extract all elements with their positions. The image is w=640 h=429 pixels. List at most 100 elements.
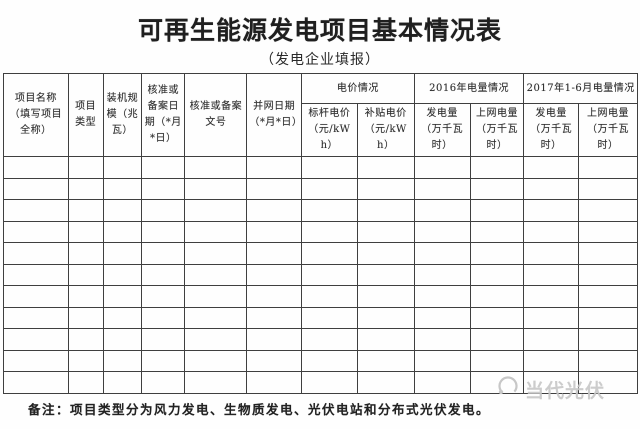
col-header-project-type: 项目类型	[67, 73, 104, 157]
empty-cell	[102, 371, 143, 394]
empty-cell	[469, 285, 525, 308]
table-header: 项目名称（填写项目全称） 项目类型 装机规模（兆瓦） 核准或备案日期（*月*日）…	[3, 73, 639, 157]
empty-cell	[577, 199, 639, 222]
col-header-approval-date: 核准或备案日期（*月*日）	[141, 73, 186, 157]
empty-cell	[184, 220, 248, 243]
empty-cell	[413, 220, 471, 243]
empty-cell	[300, 177, 358, 200]
empty-cell	[577, 263, 639, 286]
empty-cell	[469, 263, 525, 286]
crescent-logo-icon	[496, 375, 520, 403]
empty-cell	[67, 177, 104, 200]
empty-cell	[141, 199, 186, 222]
empty-cell	[300, 349, 358, 372]
table-row	[3, 156, 639, 179]
empty-cell	[184, 199, 248, 222]
empty-cell	[102, 285, 143, 308]
empty-cell	[413, 177, 471, 200]
col-header-2017-grid-feed: 上网电量（万千瓦时）	[577, 103, 639, 157]
footnote-prefix: 备注：	[28, 402, 71, 417]
empty-cell	[3, 177, 69, 200]
empty-cell	[300, 285, 358, 308]
empty-cell	[413, 156, 471, 179]
empty-cell	[246, 306, 302, 329]
empty-cell	[184, 285, 248, 308]
empty-cell	[356, 177, 415, 200]
empty-cell	[3, 306, 69, 329]
empty-cell	[67, 220, 104, 243]
empty-cell	[184, 156, 248, 179]
empty-cell	[300, 328, 358, 351]
empty-cell	[246, 349, 302, 372]
empty-cell	[141, 242, 186, 265]
empty-cell	[356, 156, 415, 179]
empty-cell	[523, 349, 579, 372]
table-row	[3, 220, 639, 243]
col-header-2016-grid-feed: 上网电量（万千瓦时）	[469, 103, 525, 157]
empty-cell	[577, 220, 639, 243]
empty-cell	[577, 306, 639, 329]
empty-cell	[184, 242, 248, 265]
empty-cell	[184, 371, 248, 394]
empty-cell	[523, 156, 579, 179]
col-header-2017-generation: 发电量（万千瓦时）	[523, 103, 579, 157]
empty-cell	[3, 285, 69, 308]
footnote-text: 项目类型分为风力发电、生物质发电、光伏电站和分布式光伏发电。	[70, 402, 491, 417]
empty-cell	[413, 242, 471, 265]
empty-cell	[141, 177, 186, 200]
empty-cell	[356, 349, 415, 372]
empty-cell	[577, 328, 639, 351]
empty-cell	[184, 263, 248, 286]
empty-cell	[577, 177, 639, 200]
empty-cell	[67, 263, 104, 286]
empty-cell	[523, 242, 579, 265]
empty-cell	[141, 306, 186, 329]
empty-cell	[469, 371, 525, 394]
empty-cell	[184, 349, 248, 372]
empty-cell	[102, 306, 143, 329]
group-header-2017-volume: 2017年1-6月电量情况	[523, 73, 638, 104]
header-sub-row: 标杆电价（元/kWh） 补贴电价（元/kWh） 发电量（万千瓦时） 上网电量（万…	[4, 103, 639, 157]
table-row	[3, 349, 639, 372]
empty-cell	[356, 371, 415, 394]
empty-cell	[413, 371, 471, 394]
empty-cell	[102, 177, 143, 200]
empty-cell	[141, 156, 186, 179]
group-header-price: 电价情况	[300, 73, 415, 104]
table-row	[3, 285, 639, 308]
empty-cell	[246, 177, 302, 200]
empty-cell	[469, 349, 525, 372]
watermark: 当代光伏	[496, 375, 605, 403]
empty-cell	[102, 349, 143, 372]
empty-cell	[413, 199, 471, 222]
empty-cell	[67, 328, 104, 351]
empty-cell	[356, 328, 415, 351]
empty-cell	[300, 306, 358, 329]
group-header-2016-volume: 2016年电量情况	[413, 73, 525, 104]
empty-cell	[141, 263, 186, 286]
empty-cell	[3, 199, 69, 222]
empty-cell	[356, 306, 415, 329]
col-header-approval-doc-number: 核准或备案文号	[184, 73, 248, 157]
empty-cell	[577, 285, 639, 308]
empty-cell	[413, 349, 471, 372]
empty-cell	[469, 242, 525, 265]
empty-cell	[3, 349, 69, 372]
empty-cell	[300, 371, 358, 394]
empty-cell	[246, 285, 302, 308]
empty-cell	[3, 242, 69, 265]
empty-cell	[67, 371, 104, 394]
col-header-2016-generation: 发电量（万千瓦时）	[413, 103, 471, 157]
empty-cell	[577, 156, 639, 179]
empty-cell	[141, 285, 186, 308]
empty-cell	[102, 263, 143, 286]
table-row	[3, 328, 639, 351]
empty-cell	[523, 199, 579, 222]
empty-cell	[67, 242, 104, 265]
empty-cell	[523, 220, 579, 243]
empty-cell	[102, 328, 143, 351]
empty-cell	[67, 285, 104, 308]
empty-cell	[141, 349, 186, 372]
empty-cell	[413, 306, 471, 329]
empty-cell	[246, 328, 302, 351]
